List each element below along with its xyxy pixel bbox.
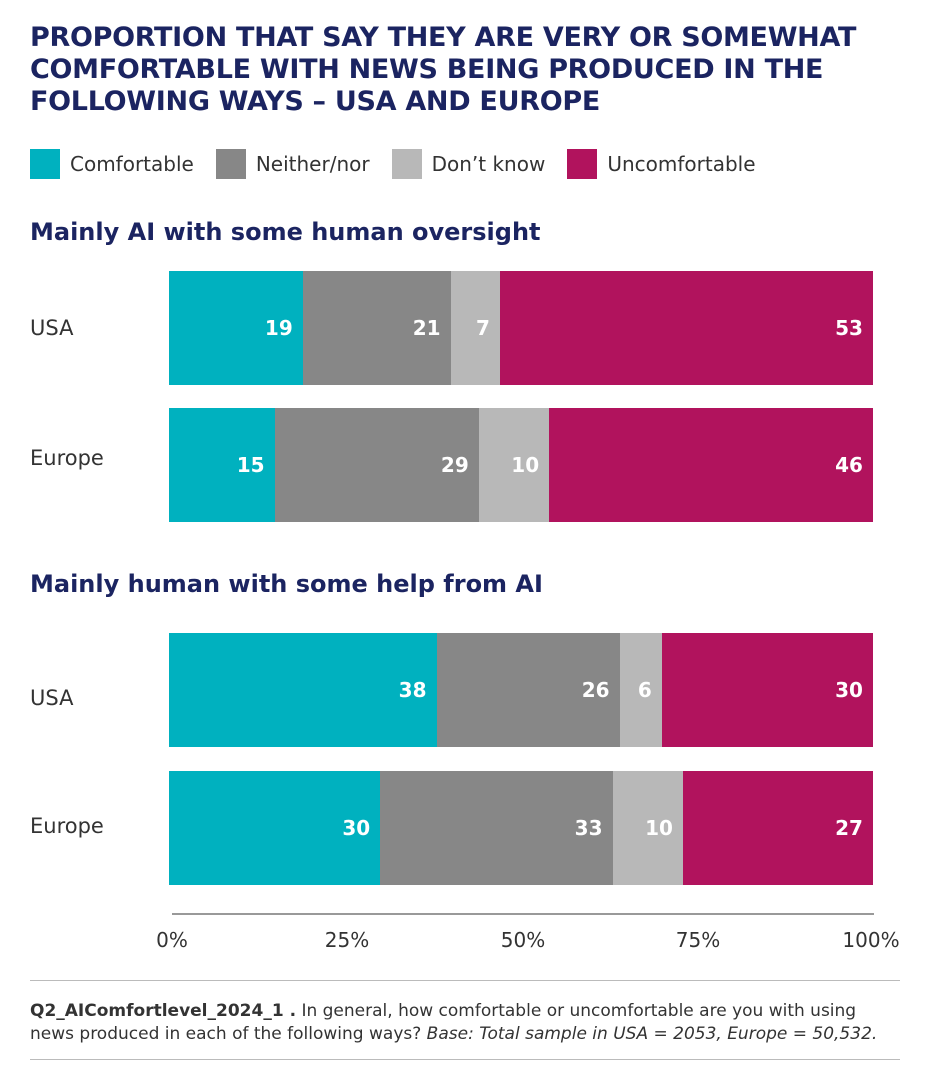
data-label-dont-know: 10 [645,816,673,840]
bar-segment-comfortable [169,633,437,747]
footnote: Q2_AIComfortlevel_2024_1 . In general, h… [30,1000,900,1046]
legend-label-comfortable: Comfortable [70,152,194,176]
data-label-dont-know: 7 [475,316,490,340]
data-label-neither: 33 [574,816,603,840]
x-tick-label: 50% [500,928,546,952]
footnote-id: Q2_AIComfortlevel_2024_1 . [30,1001,297,1021]
bar-segment-dont-know [450,271,500,385]
footnote-base: Base: Total sample in USA = 2053, Europe… [426,1024,878,1044]
data-label-uncomfortable: 30 [835,678,863,702]
row-label-usa: USA [30,316,74,340]
data-label-comfortable: 19 [264,316,293,340]
row-label-europe: Europe [30,814,104,838]
data-label-dont-know: 10 [511,453,540,477]
data-label-uncomfortable: 53 [835,316,863,340]
legend-label-neither: Neither/nor [255,152,370,176]
x-tick-label: 25% [324,928,370,952]
x-axis-line [172,913,874,915]
legend-item-neither: Neither/nor [215,149,370,179]
divider-bottom [30,1059,900,1060]
data-label-neither: 26 [581,678,610,702]
footnote-question: In general, how comfortable or uncomfort… [30,1001,857,1044]
legend-item-dont-know: Don’t know [391,149,546,179]
panel-title-human-help: Mainly human with some help from AI [30,570,543,598]
legend: Comfortable Neither/nor Don’t know Uncom… [30,148,778,180]
data-label-dont-know: 6 [637,678,652,702]
data-label-neither: 21 [412,316,441,340]
bar-segment-neither [302,271,451,385]
x-tick-label: 0% [156,928,188,952]
legend-item-uncomfortable: Uncomfortable [567,149,756,179]
data-label-comfortable: 38 [398,678,427,702]
legend-swatch-dont-know [391,149,422,179]
data-label-neither: 29 [440,453,469,477]
bar-segment-uncomfortable [549,408,873,522]
legend-label-uncomfortable: Uncomfortable [607,152,756,176]
x-tick-label: 75% [675,928,721,952]
bar-segment-neither [436,633,620,747]
bar-segment-dont-know [478,408,550,522]
x-tick-label: 100% [842,928,900,952]
legend-label-dont-know: Don’t know [431,152,546,176]
legend-swatch-uncomfortable [567,149,598,179]
bar-segment-uncomfortable [499,271,873,385]
row-label-europe: Europe [30,446,104,470]
bar-segment-uncomfortable [682,771,873,885]
bar-segment-neither [380,771,613,885]
bar-segment-comfortable [169,771,381,885]
bar-segment-dont-know [619,633,662,747]
legend-item-comfortable: Comfortable [30,149,194,179]
data-label-uncomfortable: 46 [835,453,863,477]
data-label-uncomfortable: 27 [835,816,863,840]
panel-title-ai-oversight: Mainly AI with some human oversight [30,218,541,246]
data-label-comfortable: 15 [236,453,265,477]
bar-segment-comfortable [169,408,275,522]
legend-swatch-comfortable [30,149,60,179]
bar-segment-neither [274,408,479,522]
row-label-usa: USA [30,686,74,710]
bar-segment-dont-know [612,771,683,885]
data-label-comfortable: 30 [342,816,371,840]
divider-top [30,980,900,981]
bar-segment-comfortable [169,271,303,385]
bar-segment-uncomfortable [661,633,873,747]
legend-swatch-neither [215,149,246,179]
chart-title: PROPORTION THAT SAY THEY ARE VERY OR SOM… [30,22,857,117]
